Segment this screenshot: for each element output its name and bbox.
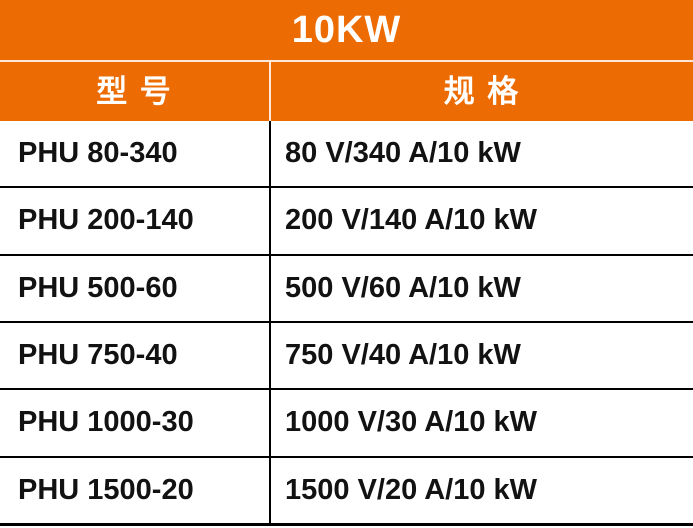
column-divider: [269, 457, 271, 523]
spec-cell: 500 V/60 A/10 kW: [285, 271, 521, 304]
spec-cell: 750 V/40 A/10 kW: [285, 339, 521, 372]
spec-cell: 200 V/140 A/10 kW: [285, 204, 538, 237]
spec-cell: 80 V/340 A/10 kW: [285, 137, 521, 170]
column-header-model: 型 号: [96, 74, 173, 109]
model-cell: PHU 1500-20: [18, 473, 194, 506]
table-title-band: 10KW: [0, 0, 693, 62]
column-divider: [269, 255, 271, 321]
spec-cell: 1500 V/20 A/10 kW: [285, 473, 538, 506]
table-body: PHU 80-340 80 V/340 A/10 kW PHU 200-140 …: [0, 121, 693, 526]
model-cell: PHU 500-60: [18, 271, 178, 304]
table-row: PHU 1500-20 1500 V/20 A/10 kW: [0, 455, 693, 523]
table-row: PHU 1000-30 1000 V/30 A/10 kW: [0, 388, 693, 456]
header-column-divider: [269, 62, 271, 121]
table-title: 10KW: [291, 9, 402, 51]
column-divider: [269, 121, 271, 187]
table-row: PHU 750-40 750 V/40 A/10 kW: [0, 320, 693, 389]
column-header-spec: 规 格: [443, 74, 521, 109]
table-row: PHU 80-340 80 V/340 A/10 kW: [0, 121, 693, 187]
table-header-row: 型 号 规 格: [0, 62, 693, 121]
table-row: PHU 500-60 500 V/60 A/10 kW: [0, 253, 693, 321]
model-cell: PHU 1000-30: [18, 406, 194, 439]
model-cell: PHU 750-40: [18, 339, 178, 372]
column-divider: [269, 390, 271, 456]
model-cell: PHU 80-340: [18, 137, 178, 170]
table-row: PHU 200-140 200 V/140 A/10 kW: [0, 186, 693, 254]
column-divider: [269, 322, 271, 389]
spec-cell: 1000 V/30 A/10 kW: [285, 406, 538, 439]
column-divider: [269, 188, 271, 254]
model-cell: PHU 200-140: [18, 204, 194, 237]
